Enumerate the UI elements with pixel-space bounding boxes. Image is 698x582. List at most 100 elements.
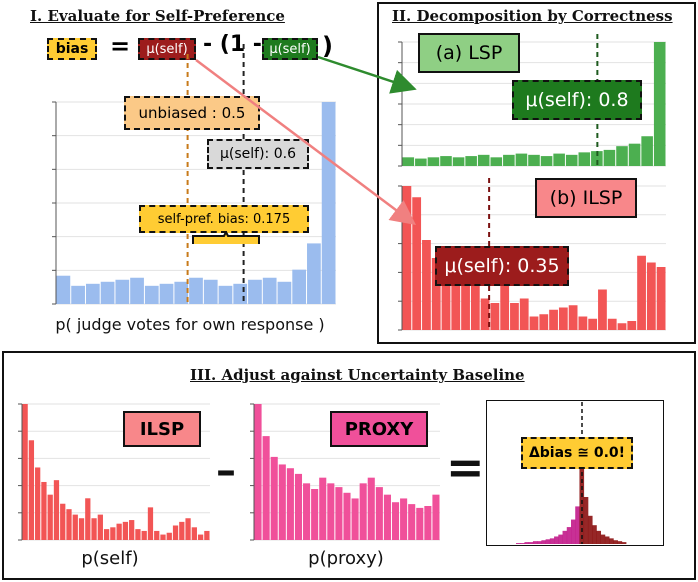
bar [122,521,129,540]
bar [189,277,203,304]
bar [500,278,510,330]
bar [532,541,538,544]
bar [402,157,415,166]
self-pref-bias-tag: self-pref. bias: 0.175 [139,205,309,233]
lsp-label: (a) LSP [418,33,520,73]
bar [431,258,441,330]
bar [516,543,521,544]
bar [598,289,607,330]
bar [203,279,218,304]
bar [565,154,578,166]
minus-operator: – [216,448,236,494]
ilsp-small-histogram [18,403,210,541]
close-paren: ) [322,32,333,60]
bar [335,487,343,540]
bar [135,529,141,540]
bar [141,530,147,540]
bar [85,498,91,540]
bar [294,473,303,540]
overall-histogram [52,44,336,305]
bar [53,480,60,540]
bar [144,285,159,304]
bar [367,477,375,540]
bar [292,269,307,304]
bar [432,494,440,540]
bar [97,514,103,540]
bar [197,534,204,540]
bar [529,316,539,330]
delta-bias-tag: Δbias ≅ 0.0! [521,437,633,469]
bar [578,316,588,330]
bar [412,197,422,330]
bar [191,527,197,540]
bar [600,534,606,544]
unbiased-tag: unbiased : 0.5 [124,96,260,130]
bar [545,539,551,544]
bar [72,514,78,540]
bar [28,440,35,540]
bar [587,515,593,544]
bar [262,436,270,540]
lsp-histogram [398,34,666,167]
bar [558,534,563,544]
bar [185,518,191,540]
bar [400,498,408,540]
bar [539,314,549,330]
xlabel-self: p(self) [81,548,139,569]
bar [359,483,367,540]
bar [248,279,262,304]
bar [408,504,416,540]
bar [303,483,311,540]
bar [174,281,189,304]
equals-operator: = [446,440,485,494]
bar [480,298,490,330]
bar [147,507,154,540]
bar [568,305,578,330]
bar [549,538,555,544]
bar [383,494,391,540]
bar [558,307,568,330]
bar [85,283,100,304]
bar [424,506,432,540]
bar [270,456,278,540]
bar [103,529,110,540]
bar [160,534,166,540]
panel2-title: II. Decomposition by Correctness [392,7,673,25]
bar [528,542,534,544]
bar [66,509,72,540]
bar [351,498,359,540]
bar [254,404,262,540]
bar [477,154,490,166]
bar [402,186,412,330]
ilsp-label: (b) ILSP [535,178,637,218]
bar [179,521,185,540]
bar [441,273,451,330]
bar [452,157,465,166]
bar [553,153,565,166]
bar [540,156,553,166]
bar [603,149,616,166]
bar [78,518,85,540]
bar [656,267,666,330]
bar [100,281,115,304]
panel1-xlabel: p( judge votes for own response ) [55,315,325,334]
mu-self-red-tag: μ(self) [138,38,196,60]
bar [71,285,85,304]
bar [515,153,528,166]
minus-open: - (1 - [203,32,262,57]
ilsp-histogram [398,178,666,331]
bar [422,240,431,330]
delta-frame [486,400,664,546]
bar [549,309,558,330]
bar [319,477,327,540]
bar [262,277,277,304]
mu-self-gray-tag: μ(self): 0.6 [207,139,309,169]
bar [22,404,28,540]
bar [588,318,598,330]
bar [427,157,440,166]
bar [451,249,461,330]
bar [641,136,653,166]
ilsp-box: ILSP [123,411,201,447]
bar [578,152,591,166]
bar [321,102,336,304]
